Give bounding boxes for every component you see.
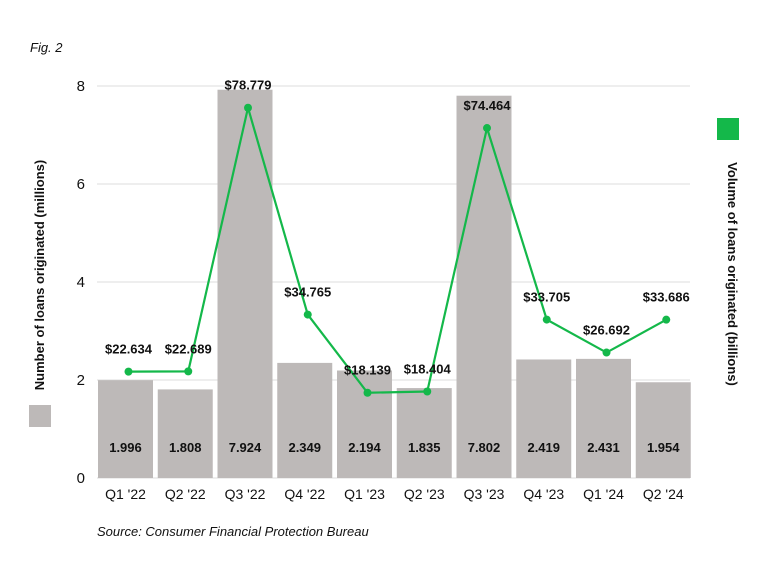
volume-label: $22.634: [105, 342, 153, 357]
volume-label: $78.779: [225, 78, 272, 93]
y-axis-label-right: Volume of loans originated (billions): [725, 162, 740, 386]
bar-label: 1.954: [647, 440, 680, 455]
x-ticks: Q1 '22 Q2 '22 Q3 '22 Q4 '22 Q1 '23 Q2 '23 Q3 '…: [105, 486, 684, 502]
bar: [337, 370, 392, 478]
volume-line: [128, 107, 667, 394]
volume-point: [542, 315, 551, 324]
x-tick-label: Q1 '23: [344, 486, 385, 502]
volume-label: $33.686: [643, 290, 690, 305]
bar: [635, 382, 691, 478]
y-ticks: 0 2 4 6 8: [77, 78, 85, 487]
volume-label: $74.464: [464, 98, 512, 113]
volume-point: [483, 124, 491, 133]
bar: [277, 362, 333, 478]
x-tick-label: Q1 '22: [105, 486, 146, 502]
volume-point: [602, 348, 611, 357]
bar-label: 7.802: [468, 440, 501, 455]
bar: [516, 359, 572, 478]
volume-point: [423, 387, 432, 396]
bar: [576, 358, 631, 478]
bar-label: 1.835: [408, 440, 441, 455]
source-note: Source: Consumer Financial Protection Bu…: [97, 524, 369, 539]
x-tick-label: Q3 '22: [225, 486, 266, 502]
volume-line-group: $22.634 $22.689 $78.779 $34.765 $18.139 $18.4…: [105, 78, 690, 397]
bar: [396, 388, 452, 478]
volume-label: $22.689: [165, 341, 212, 356]
volume-label: $18.139: [344, 363, 391, 378]
bar-label: 2.431: [587, 440, 620, 455]
volume-point: [244, 103, 252, 112]
x-tick-label: Q2 '23: [404, 486, 445, 502]
volume-label: $18.404: [404, 362, 452, 377]
bar-label: 2.419: [527, 440, 560, 455]
volume-point: [184, 367, 193, 376]
volume-label: $26.692: [583, 323, 630, 338]
bar-labels: 1.996 1.808 7.924 2.349 2.194 1.835 7.802 2.419…: [109, 440, 680, 455]
bar-label: 2.194: [348, 440, 381, 455]
y-tick-label: 0: [77, 470, 85, 487]
y-tick-label: 4: [77, 274, 85, 291]
x-tick-label: Q1 '24: [583, 486, 624, 502]
figure-label: Fig. 2: [30, 40, 63, 55]
legend-swatch-bars: [29, 405, 51, 427]
y-axis-label-left: Number of loans originated (millions): [32, 160, 47, 390]
x-tick-label: Q4 '22: [284, 486, 325, 502]
volume-point: [303, 310, 312, 319]
volume-label: $33.705: [523, 290, 570, 305]
legend-swatch-line: [717, 118, 739, 140]
bar-label: 1.996: [109, 440, 142, 455]
volume-point: [363, 388, 372, 397]
volume-point: [662, 315, 671, 324]
y-tick-label: 8: [77, 78, 85, 95]
x-tick-label: Q3 '23: [464, 486, 505, 502]
bar-label: 7.924: [229, 440, 262, 455]
bar-label: 1.808: [169, 440, 202, 455]
x-tick-label: Q2 '22: [165, 486, 206, 502]
bar-label: 2.349: [288, 440, 321, 455]
bar: [456, 95, 512, 479]
volume-label: $34.765: [284, 285, 331, 300]
bar: [217, 89, 273, 478]
x-tick-label: Q2 '24: [643, 486, 684, 502]
bar: [98, 380, 153, 478]
x-tick-label: Q4 '23: [523, 486, 564, 502]
volume-point: [124, 367, 133, 376]
y-tick-label: 6: [77, 176, 85, 193]
bars: [98, 89, 691, 479]
y-tick-label: 2: [77, 372, 85, 389]
bar: [157, 389, 213, 478]
